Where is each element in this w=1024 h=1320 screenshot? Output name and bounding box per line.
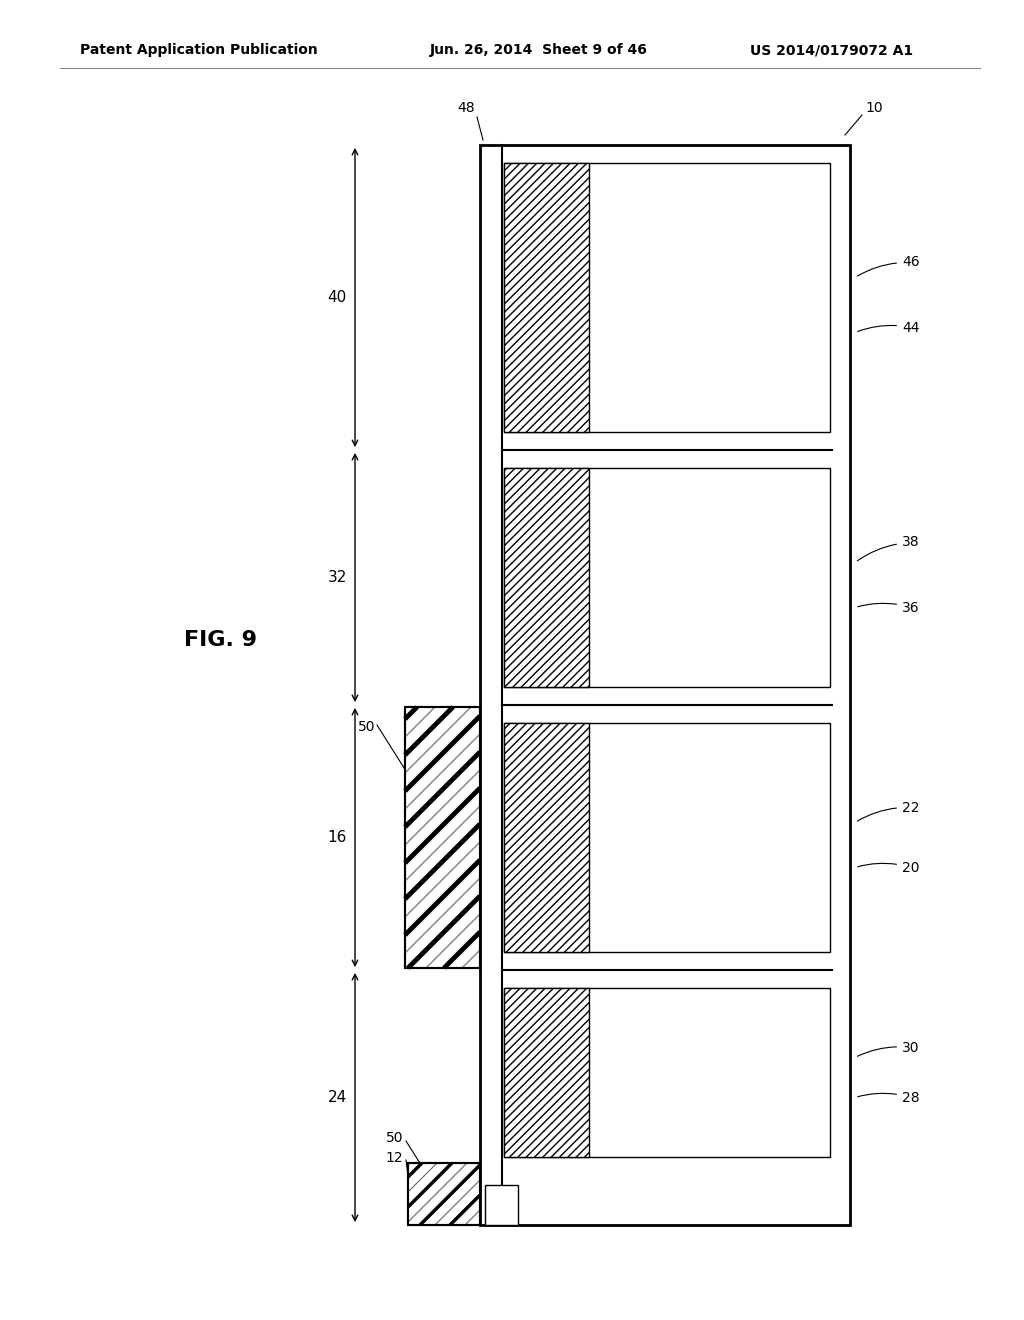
Text: 32: 32 xyxy=(328,570,347,585)
Text: 28: 28 xyxy=(858,1090,920,1105)
Bar xyxy=(504,723,830,952)
Bar xyxy=(406,708,480,968)
Text: 20: 20 xyxy=(858,861,920,874)
Bar xyxy=(504,987,589,1158)
Text: 44: 44 xyxy=(857,321,920,334)
Bar xyxy=(504,469,589,686)
Bar xyxy=(504,987,830,1158)
Bar xyxy=(408,1163,480,1225)
Text: 10: 10 xyxy=(865,102,883,115)
Text: 50: 50 xyxy=(385,1131,403,1144)
Text: 50: 50 xyxy=(357,719,375,734)
Text: 46: 46 xyxy=(857,256,920,276)
Text: 48: 48 xyxy=(458,102,475,115)
Bar xyxy=(504,723,589,952)
Bar xyxy=(480,145,850,1225)
Bar xyxy=(504,162,830,432)
Bar xyxy=(504,162,589,432)
Text: Jun. 26, 2014  Sheet 9 of 46: Jun. 26, 2014 Sheet 9 of 46 xyxy=(430,44,648,57)
Bar xyxy=(485,1185,518,1225)
Text: 40: 40 xyxy=(328,290,347,305)
Text: Patent Application Publication: Patent Application Publication xyxy=(80,44,317,57)
Bar xyxy=(408,1163,480,1225)
Text: 38: 38 xyxy=(857,536,920,561)
Text: 24: 24 xyxy=(328,1090,347,1105)
Text: 16: 16 xyxy=(328,830,347,845)
Text: 36: 36 xyxy=(858,601,920,615)
Bar xyxy=(406,708,480,968)
Text: FIG. 9: FIG. 9 xyxy=(183,630,256,649)
Text: 12: 12 xyxy=(385,1151,403,1166)
Text: US 2014/0179072 A1: US 2014/0179072 A1 xyxy=(750,44,913,57)
Text: 30: 30 xyxy=(857,1040,920,1056)
Text: 22: 22 xyxy=(857,800,920,821)
Bar xyxy=(504,469,830,686)
